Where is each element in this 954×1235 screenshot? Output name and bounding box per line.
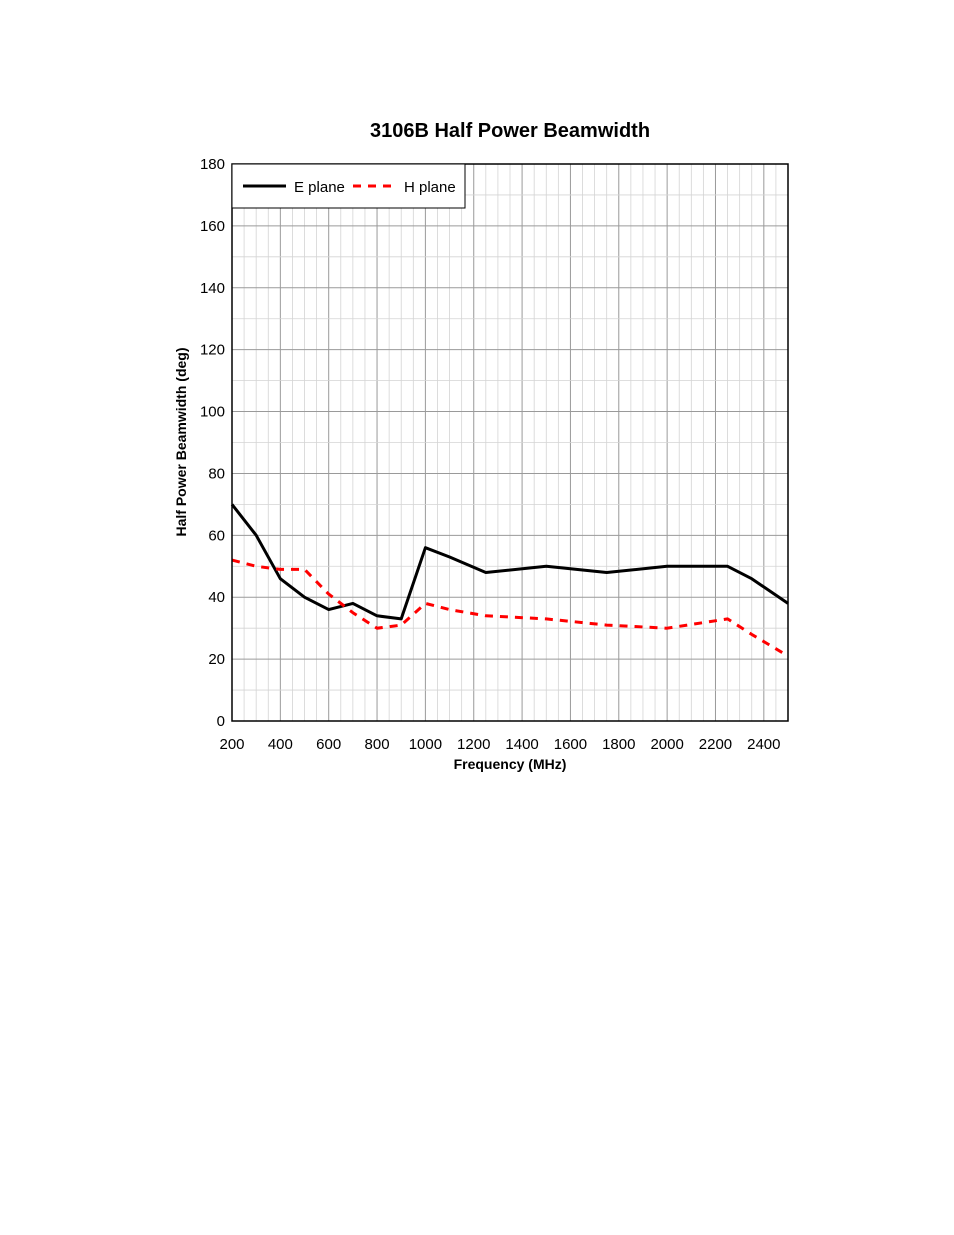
y-tick-label: 60 xyxy=(208,527,225,544)
y-tick-label: 0 xyxy=(217,713,225,730)
x-tick-label: 400 xyxy=(268,736,293,753)
x-tick-label: 600 xyxy=(316,736,341,753)
series-line-e-plane xyxy=(230,503,789,621)
plot-frame xyxy=(231,163,789,722)
chart-title: 3106B Half Power Beamwidth xyxy=(370,120,650,142)
y-tick-label: 80 xyxy=(208,465,225,482)
legend-label: E plane xyxy=(294,179,345,196)
tick-labels: 200 400 600 800 1000 1200 1400 1600 1800 2000 2200… xyxy=(200,156,781,753)
x-tick-label: 1800 xyxy=(602,736,635,753)
x-tick-label: 2000 xyxy=(650,736,683,753)
series-line-h-plane xyxy=(231,558,789,658)
y-tick-label: 120 xyxy=(200,342,225,359)
x-tick-label: 1000 xyxy=(409,736,442,753)
x-tick-label: 1200 xyxy=(457,736,490,753)
y-tick-label: 40 xyxy=(208,589,225,606)
x-tick-label: 2200 xyxy=(699,736,732,753)
legend: E plane H plane xyxy=(231,163,466,209)
grid xyxy=(231,163,789,722)
legend-label: H plane xyxy=(404,179,456,196)
y-tick-label: 160 xyxy=(200,218,225,235)
x-tick-label: 2400 xyxy=(747,736,780,753)
series-lines xyxy=(230,503,789,658)
x-tick-label: 200 xyxy=(219,736,244,753)
y-axis-label: Half Power Beamwidth (deg) xyxy=(173,347,189,536)
y-tick-label: 100 xyxy=(200,404,225,421)
x-tick-label: 1400 xyxy=(505,736,538,753)
x-tick-label: 800 xyxy=(365,736,390,753)
y-tick-label: 140 xyxy=(200,280,225,297)
y-tick-label: 20 xyxy=(208,651,225,668)
x-axis-label: Frequency (MHz) xyxy=(454,756,567,772)
x-tick-label: 1600 xyxy=(554,736,587,753)
y-tick-label: 180 xyxy=(200,156,225,173)
